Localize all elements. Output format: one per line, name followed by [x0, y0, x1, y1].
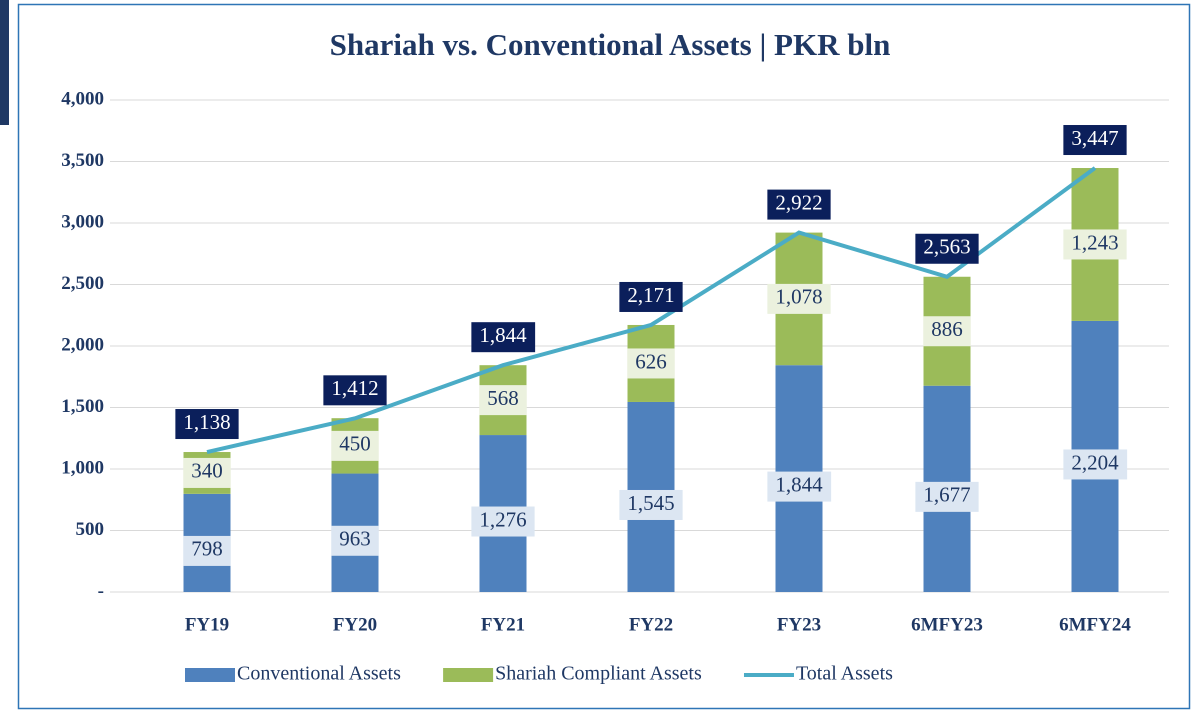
- x-tick-label: 6MFY24: [1059, 614, 1131, 635]
- lines: [206, 166, 1097, 454]
- x-tick-label: 6MFY23: [911, 614, 983, 635]
- y-tick-label: 2,000: [61, 334, 104, 355]
- data-label-text: 1,138: [183, 410, 230, 434]
- legend-swatch: [443, 668, 494, 682]
- label-box: [183, 457, 231, 488]
- data-label: 3,447: [1063, 125, 1127, 156]
- data-label: 2,563: [915, 233, 979, 264]
- y-tick-label: 1,500: [61, 396, 104, 417]
- data-label-text: 2,922: [775, 190, 822, 214]
- data-label-text: 1,078: [775, 285, 822, 309]
- data-label-text: 1,545: [627, 491, 674, 515]
- data-label-text: 1,844: [775, 472, 823, 496]
- y-tick-label: 1,000: [61, 457, 104, 478]
- label-box: [331, 430, 379, 461]
- chart-title: Shariah vs. Conventional Assets | PKR bl…: [330, 27, 891, 62]
- data-label: 340: [183, 457, 231, 488]
- data-label: 2,204: [1063, 449, 1128, 480]
- label-box: [619, 489, 683, 520]
- legend-label: Total Assets: [796, 663, 893, 685]
- data-label: 1,276: [471, 506, 535, 537]
- data-label-text: 450: [339, 432, 371, 456]
- y-tick-label: 2,500: [61, 273, 104, 294]
- data-label: 2,171: [619, 281, 683, 312]
- data-label: 886: [923, 316, 971, 347]
- side-block: [0, 0, 9, 125]
- label-box: [627, 348, 675, 379]
- frame: [17, 3, 1191, 710]
- label-box: [767, 471, 832, 502]
- x-tick-label: FY22: [629, 614, 673, 635]
- label-box: [923, 316, 971, 347]
- data-label-text: 1,677: [923, 483, 970, 507]
- data-label-text: 1,243: [1071, 230, 1118, 254]
- data-label-text: 886: [931, 317, 963, 341]
- label-box: [1063, 449, 1128, 480]
- data-label: 963: [331, 525, 379, 556]
- x-tick-label: FY19: [185, 614, 229, 635]
- data-label: 1,677: [915, 481, 979, 512]
- data-label: 1,138: [175, 409, 239, 440]
- y-tick-label: -: [98, 580, 104, 601]
- label-box: [471, 322, 536, 353]
- legend-label: Shariah Compliant Assets: [495, 663, 702, 685]
- data-label-text: 798: [191, 537, 223, 561]
- data-label-text: 1,276: [479, 507, 526, 531]
- data-label-text: 2,563: [923, 235, 970, 259]
- data-label-text: 2,171: [627, 283, 674, 307]
- x-tick-label: FY21: [481, 614, 525, 635]
- data-label-text: 340: [191, 459, 223, 483]
- y-tick-label: 3,500: [61, 150, 104, 171]
- labels: 798 963 1,276 1,545 1,844 1,677 2,204 340 450 568…: [175, 125, 1128, 566]
- data-label: 1,844: [767, 471, 832, 502]
- data-label: 1,545: [619, 489, 683, 520]
- data-label-text: 1,412: [331, 376, 378, 400]
- y-tick-label: 3,000: [61, 211, 104, 232]
- data-label: 2,922: [767, 189, 831, 220]
- y-tick-label: 4,000: [61, 88, 104, 109]
- legend-label: Conventional Assets: [237, 663, 401, 685]
- label-box: [471, 506, 535, 537]
- label-box: [183, 535, 231, 566]
- data-label-text: 963: [339, 527, 371, 551]
- data-label: 568: [479, 385, 527, 416]
- label-box: [323, 375, 387, 406]
- label-box: [331, 525, 379, 556]
- data-label-text: 2,204: [1071, 450, 1119, 474]
- data-label: 626: [627, 348, 675, 379]
- total-line: [206, 166, 1097, 454]
- x-tick-label: FY20: [333, 614, 377, 635]
- data-label-text: 3,447: [1071, 126, 1118, 150]
- data-label-text: 626: [635, 349, 667, 373]
- data-label: 1,078: [767, 283, 831, 314]
- x-tick-label: FY23: [777, 614, 821, 635]
- data-label: 1,412: [323, 375, 387, 406]
- y-tick-label: 500: [76, 519, 105, 540]
- label-box: [479, 385, 527, 416]
- data-label: 450: [331, 430, 379, 461]
- label-box: [767, 283, 831, 314]
- label-box: [175, 409, 239, 440]
- label-box: [915, 481, 979, 512]
- data-label: 1,844: [471, 322, 536, 353]
- data-label: 1,243: [1063, 229, 1127, 260]
- data-label-text: 1,844: [479, 323, 527, 347]
- label-box: [1063, 125, 1127, 156]
- legend-swatch: [185, 668, 235, 682]
- label-box: [1063, 229, 1127, 260]
- data-label: 798: [183, 535, 231, 566]
- label-box: [767, 189, 831, 220]
- label-box: [915, 233, 979, 264]
- label-box: [619, 281, 683, 312]
- data-label-text: 568: [487, 386, 519, 410]
